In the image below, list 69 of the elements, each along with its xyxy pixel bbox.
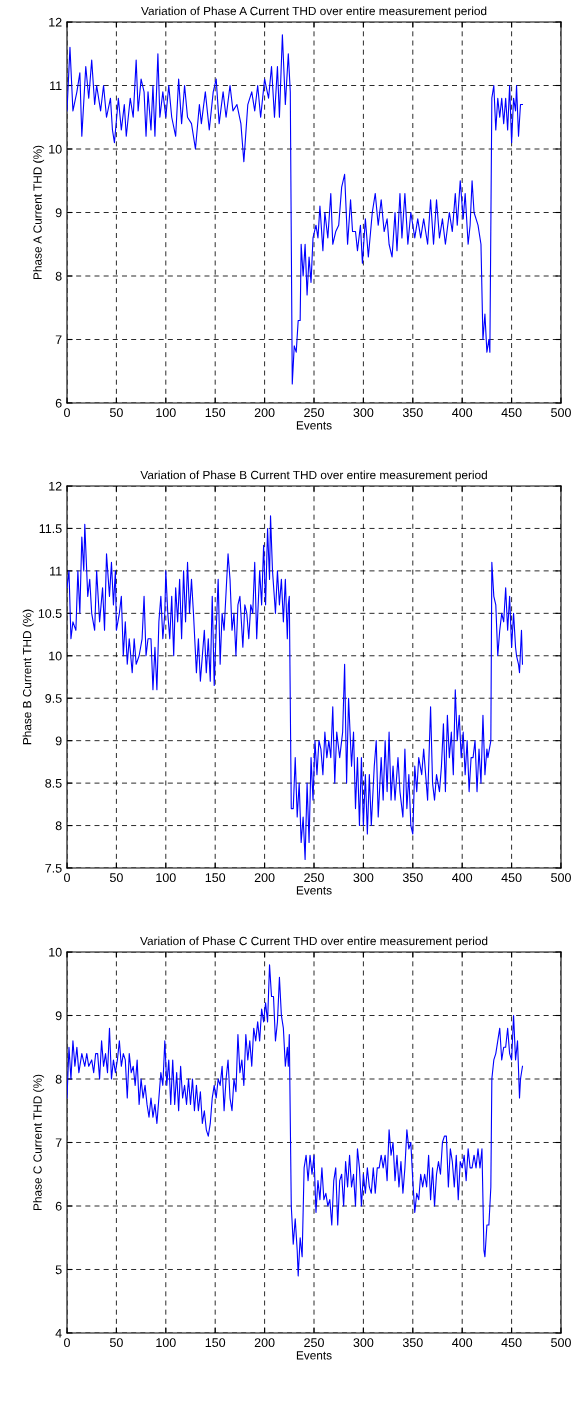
line-series [67, 964, 524, 1277]
x-tick-label: 200 [254, 873, 275, 883]
y-tick-label: 7 [55, 1138, 62, 1148]
x-tick-label: 150 [205, 408, 226, 418]
y-tick-label: 6 [55, 1201, 62, 1211]
y-tick-label: 8.5 [45, 778, 62, 788]
x-tick-label: 500 [551, 1338, 571, 1348]
chart-title: Variation of Phase A Current THD over entire measurement period [141, 6, 487, 18]
y-tick-label: 10 [49, 144, 62, 154]
y-axis-title: Phase A Current THD (%) [33, 145, 45, 279]
x-tick-label: 150 [205, 873, 226, 883]
x-tick-label: 300 [353, 873, 374, 883]
y-tick-label: 10 [49, 651, 62, 661]
x-axis-title: Events [296, 886, 332, 895]
x-tick-label: 150 [205, 1338, 226, 1348]
x-tick-label: 0 [64, 1338, 70, 1348]
x-tick-label: 100 [156, 873, 176, 883]
y-tick-label: 6 [55, 398, 62, 408]
x-tick-label: 400 [452, 1338, 473, 1348]
x-tick-label: 300 [353, 408, 374, 418]
y-tick-label: 11 [50, 566, 62, 576]
y-tick-label: 9 [55, 1011, 62, 1021]
y-tick-label: 9 [55, 208, 62, 218]
x-tick-label: 200 [254, 1338, 275, 1348]
y-tick-label: 10.5 [38, 609, 62, 618]
x-tick-label: 400 [452, 408, 473, 418]
y-tick-label: 5 [55, 1265, 62, 1275]
y-tick-label: 8 [55, 821, 62, 831]
y-tick-label: 11.5 [39, 524, 62, 534]
x-tick-label: 50 [109, 408, 123, 418]
y-tick-label: 4 [55, 1328, 62, 1338]
x-tick-label: 50 [109, 873, 123, 883]
line-series [67, 34, 524, 385]
x-tick-label: 350 [402, 1338, 423, 1348]
x-tick-label: 100 [156, 1338, 176, 1348]
y-tick-label: 9 [55, 736, 62, 746]
x-axis-title: Events [296, 1351, 332, 1360]
x-tick-label: 300 [353, 1338, 374, 1348]
chart-title: Variation of Phase B Current THD over entire measurement period [140, 470, 487, 482]
x-tick-label: 450 [501, 408, 522, 418]
x-tick-label: 100 [156, 408, 176, 418]
x-tick-label: 0 [64, 873, 70, 883]
x-tick-label: 450 [501, 873, 522, 883]
chart-title: Variation of Phase C Current THD over entire measurement period [140, 936, 488, 948]
x-tick-label: 400 [452, 873, 473, 883]
x-tick-label: 350 [402, 873, 423, 883]
x-tick-label: 200 [254, 408, 275, 418]
x-tick-label: 250 [304, 873, 324, 883]
x-tick-label: 500 [551, 408, 571, 418]
x-tick-label: 250 [304, 1338, 324, 1348]
y-axis-title: Phase B Current THD (%) [22, 609, 34, 745]
line-series [67, 515, 524, 861]
y-tick-label: 12 [49, 481, 62, 491]
y-tick-label: 12 [49, 17, 62, 27]
x-tick-label: 0 [64, 408, 70, 418]
y-tick-label: 8 [55, 271, 62, 281]
y-tick-label: 7 [55, 335, 62, 345]
y-tick-label: 7.5 [45, 863, 62, 873]
x-tick-label: 450 [501, 1338, 522, 1348]
y-axis-title: Phase C Current THD (%) [33, 1074, 45, 1210]
y-tick-label: 10 [49, 947, 62, 957]
y-tick-label: 8 [55, 1074, 62, 1084]
x-axis-title: Events [296, 421, 332, 430]
x-tick-label: 50 [109, 1338, 123, 1348]
y-tick-label: 11 [50, 81, 62, 91]
x-tick-label: 350 [402, 408, 423, 418]
x-tick-label: 250 [304, 408, 324, 418]
y-tick-label: 9.5 [45, 694, 62, 703]
x-tick-label: 500 [551, 873, 571, 883]
